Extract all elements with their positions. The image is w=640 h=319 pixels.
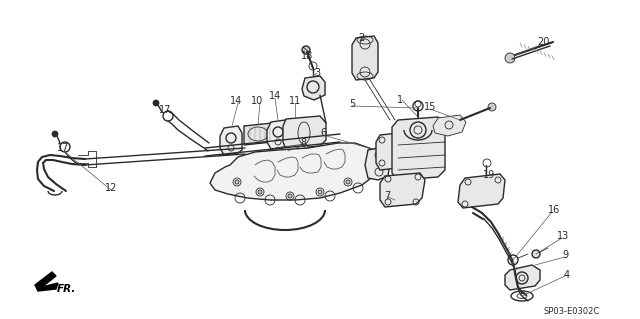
Polygon shape [272, 144, 310, 164]
Text: SP03-E0302C: SP03-E0302C [544, 308, 600, 316]
Text: 15: 15 [424, 102, 436, 112]
Circle shape [52, 131, 58, 137]
Text: 18: 18 [301, 51, 313, 61]
Text: 6: 6 [320, 128, 326, 138]
Polygon shape [220, 126, 242, 155]
Text: 19: 19 [483, 170, 495, 180]
Circle shape [346, 180, 350, 184]
Text: 17: 17 [57, 143, 69, 153]
Polygon shape [210, 143, 378, 200]
Circle shape [318, 190, 322, 194]
Text: 1: 1 [397, 95, 403, 105]
Polygon shape [458, 174, 505, 208]
Text: 7: 7 [384, 191, 390, 201]
Circle shape [258, 190, 262, 194]
Polygon shape [302, 76, 325, 100]
Text: 12: 12 [105, 183, 117, 193]
Text: 11: 11 [289, 96, 301, 106]
Circle shape [235, 180, 239, 184]
Polygon shape [392, 117, 445, 180]
Text: 5: 5 [349, 99, 355, 109]
Polygon shape [35, 272, 58, 291]
Text: 14: 14 [269, 91, 281, 101]
Circle shape [153, 100, 159, 106]
Text: 16: 16 [548, 205, 560, 215]
Text: 3: 3 [314, 68, 320, 78]
Text: 9: 9 [562, 250, 568, 260]
Circle shape [505, 53, 515, 63]
Polygon shape [244, 123, 272, 145]
Polygon shape [433, 115, 466, 136]
Text: 17: 17 [159, 105, 171, 115]
Polygon shape [376, 133, 402, 170]
Text: 20: 20 [537, 37, 549, 47]
Text: FR.: FR. [57, 284, 76, 294]
Text: 13: 13 [557, 231, 569, 241]
Polygon shape [505, 265, 540, 290]
Circle shape [488, 103, 496, 111]
Polygon shape [380, 173, 425, 207]
Polygon shape [283, 116, 326, 149]
Text: 4: 4 [564, 270, 570, 280]
Polygon shape [365, 148, 390, 180]
Circle shape [532, 250, 540, 258]
Text: 10: 10 [251, 96, 263, 106]
Circle shape [288, 194, 292, 198]
Circle shape [302, 46, 310, 54]
Text: 2: 2 [358, 33, 364, 43]
Text: 14: 14 [230, 96, 242, 106]
Polygon shape [352, 36, 378, 80]
Polygon shape [267, 120, 289, 149]
Text: 8: 8 [300, 138, 306, 148]
